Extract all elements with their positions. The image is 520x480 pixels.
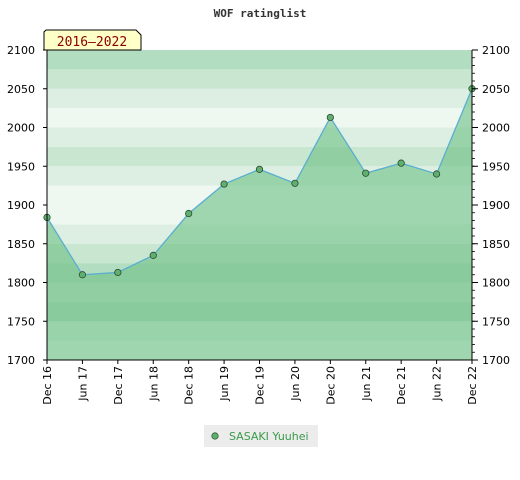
band <box>47 50 472 70</box>
y-axis-right: 1700 1750 1800 1850 1900 1950 2000 2050 2100 <box>472 44 510 367</box>
y-tick-label-left: 1950 <box>7 160 35 173</box>
x-tick-label: Jun 20 <box>289 366 302 402</box>
y-tick-label-left: 1700 <box>7 354 35 367</box>
x-tick-label: Dec 17 <box>112 366 125 405</box>
y-tick-label-right: 1850 <box>482 238 510 251</box>
x-tick-label: Dec 21 <box>395 366 408 405</box>
y-tick-label-right: 2100 <box>482 44 510 57</box>
data-point[interactable] <box>397 159 405 167</box>
y-tick-label-left: 1850 <box>7 238 35 251</box>
band <box>47 69 472 89</box>
y-tick-label-right: 1950 <box>482 160 510 173</box>
data-point[interactable] <box>255 165 264 173</box>
x-axis: Dec 16 Jun 17 Dec 17 Jun 18 Dec 18 Jun 19 Dec … <box>41 360 479 405</box>
x-tick-label: Dec 20 <box>324 366 337 405</box>
band <box>47 108 472 128</box>
period-label-text: 2016–2022 <box>57 35 127 50</box>
band <box>47 127 472 147</box>
rating-area <box>47 88 472 360</box>
data-point[interactable] <box>220 180 228 188</box>
x-tick-label: Jun 21 <box>360 366 373 402</box>
rating-markers <box>43 85 476 279</box>
data-point[interactable] <box>291 179 299 187</box>
x-tick-label: Jun 22 <box>431 366 444 402</box>
x-tick-label: Jun 19 <box>218 366 231 402</box>
data-point[interactable] <box>362 169 370 177</box>
x-tick-label: Jun 18 <box>147 366 160 402</box>
x-tick-label: Dec 22 <box>466 366 479 405</box>
chart-title: WOF ratinglist <box>214 7 307 20</box>
y-tick-label-right: 2000 <box>482 122 510 135</box>
y-tick-label-left: 2100 <box>7 44 35 57</box>
y-tick-label-left: 2050 <box>7 83 35 96</box>
data-point[interactable] <box>114 268 122 277</box>
y-tick-label-right: 1750 <box>482 315 510 328</box>
y-tick-label-right: 1800 <box>482 277 510 290</box>
area-fill <box>47 88 472 360</box>
legend[interactable]: SASAKI Yuuhei <box>204 425 318 447</box>
x-tick-label: Dec 18 <box>183 366 196 405</box>
data-point[interactable] <box>149 251 157 259</box>
y-axis-left: 1700 1750 1800 1850 1900 1950 2000 2050 2100 <box>7 44 47 367</box>
data-point[interactable] <box>432 170 441 178</box>
y-tick-label-right: 1700 <box>482 354 510 367</box>
x-tick-label: Jun 17 <box>76 366 89 402</box>
data-point[interactable] <box>185 209 193 218</box>
legend-series-name: SASAKI Yuuhei <box>229 430 309 443</box>
x-tick-label: Dec 16 <box>41 366 54 405</box>
data-point[interactable] <box>326 113 334 122</box>
y-tick-label-right: 2050 <box>482 83 510 96</box>
data-point[interactable] <box>78 271 87 279</box>
x-tick-label: Dec 19 <box>254 366 267 405</box>
legend-marker <box>211 432 219 440</box>
band <box>47 88 472 109</box>
legend-box <box>204 425 318 447</box>
y-tick-label-left: 1750 <box>7 315 35 328</box>
y-tick-label-left: 1800 <box>7 277 35 290</box>
period-label: 2016–2022 <box>43 29 142 51</box>
period-label-box <box>43 29 142 51</box>
y-tick-label-right: 1900 <box>482 199 510 212</box>
y-tick-label-left: 2000 <box>7 122 35 135</box>
y-tick-label-left: 1900 <box>7 199 35 212</box>
band <box>47 146 472 167</box>
